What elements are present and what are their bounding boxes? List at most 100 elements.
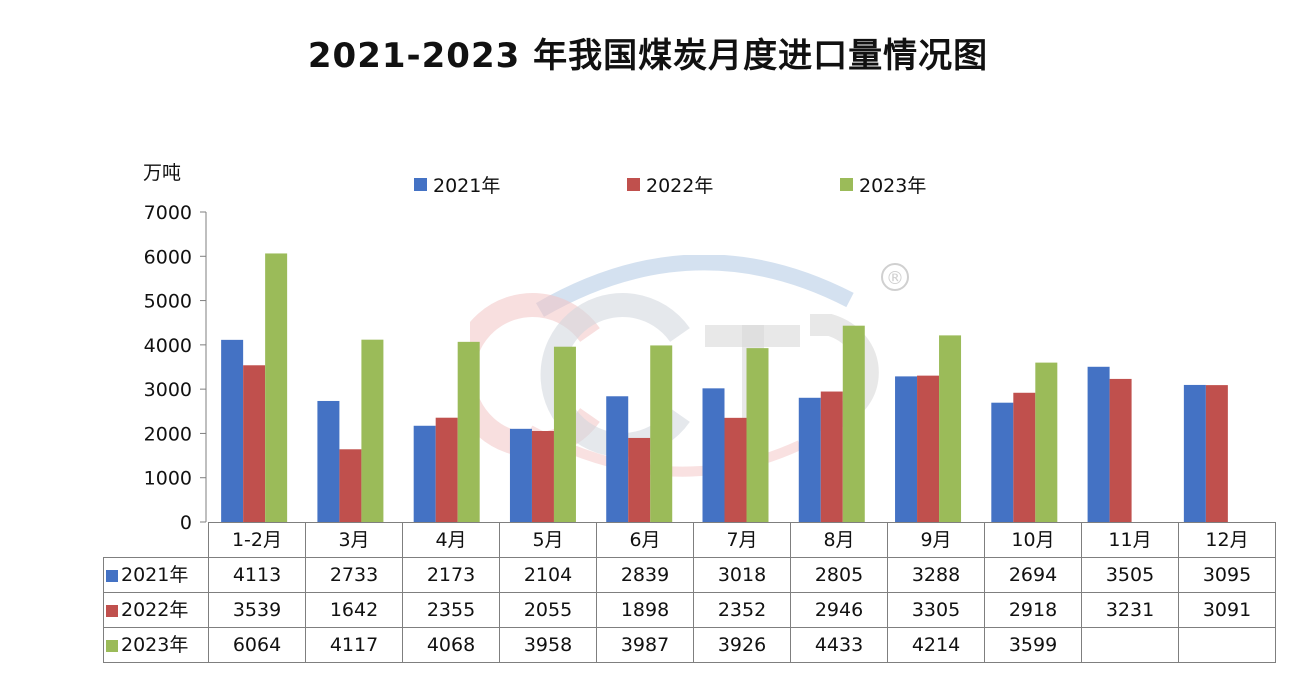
table-series-name-2023: 2023年 xyxy=(121,634,189,656)
category-label: 1-2月 xyxy=(208,522,306,558)
bar-2023年-10月 xyxy=(1035,362,1058,522)
y-tick-label: 4000 xyxy=(144,335,192,357)
y-tick-label: 3000 xyxy=(144,379,192,401)
data-table-cell: 3231 xyxy=(1081,592,1179,628)
bar-2022年-6月 xyxy=(628,437,651,522)
data-table-cell: 2805 xyxy=(790,557,888,593)
bar-2023年-4月 xyxy=(457,341,480,522)
bar-2023年-1-2月 xyxy=(265,253,288,523)
data-table-cell: 3539 xyxy=(208,592,306,628)
data-table-cell: 4214 xyxy=(887,627,985,663)
bar-2021年-7月 xyxy=(702,388,725,522)
data-table-row-2022: 2022年 3539 1642 2355 2055 1898 2352 2946 3305 29… xyxy=(103,592,1276,628)
legend-item-2021: 2021年 xyxy=(414,171,500,198)
bar-2021年-3月 xyxy=(317,400,340,522)
bar-2021年-4月 xyxy=(413,425,436,522)
bar-2022年-12月 xyxy=(1205,385,1228,522)
bar-2022年-4月 xyxy=(435,417,458,522)
category-label: 11月 xyxy=(1081,522,1179,558)
category-label: 6月 xyxy=(596,522,694,558)
bar-2021年-12月 xyxy=(1183,384,1206,522)
data-table-cell: 2918 xyxy=(984,592,1082,628)
category-label: 4月 xyxy=(402,522,500,558)
data-table-cell: 4117 xyxy=(305,627,403,663)
data-table-row-2021: 2021年 4113 2733 2173 2104 2839 3018 2805 3288 26… xyxy=(103,557,1276,593)
data-table-cell: 2839 xyxy=(596,557,694,593)
table-series-name-2021: 2021年 xyxy=(121,564,189,586)
y-axis-unit-label: 万吨 xyxy=(143,162,182,184)
category-label: 10月 xyxy=(984,522,1082,558)
bar-2021年-10月 xyxy=(991,402,1014,522)
legend-swatch-2021 xyxy=(414,178,427,191)
data-table-cell: 3095 xyxy=(1178,557,1276,593)
y-tick-label: 1000 xyxy=(144,468,192,490)
data-table-row-label-2021: 2021年 xyxy=(103,557,209,593)
legend-label-2021: 2021年 xyxy=(433,175,501,197)
data-table-cell: 4433 xyxy=(790,627,888,663)
y-tick-label: 5000 xyxy=(144,291,192,313)
data-table-cell: 3288 xyxy=(887,557,985,593)
legend-swatch-2022 xyxy=(627,178,640,191)
y-tick-label: 2000 xyxy=(144,423,192,445)
data-table-cell: 3018 xyxy=(693,557,791,593)
bar-2022年-9月 xyxy=(917,375,940,522)
data-table: 1-2月 3月 4月 5月 6月 7月 8月 9月 10月 11月 12月 2021年 4113 27… xyxy=(103,522,1276,663)
category-label: 3月 xyxy=(305,522,403,558)
y-tick-label: 6000 xyxy=(144,246,192,268)
data-table-cell: 2355 xyxy=(402,592,500,628)
data-table-row-label-2023: 2023年 xyxy=(103,627,209,663)
legend-item-2023: 2023年 xyxy=(840,171,926,198)
bar-2022年-11月 xyxy=(1109,378,1132,522)
data-table-cell: 1642 xyxy=(305,592,403,628)
data-table-cell: 2946 xyxy=(790,592,888,628)
bar-2022年-10月 xyxy=(1013,392,1036,522)
bar-2023年-7月 xyxy=(746,348,769,522)
data-table-cell xyxy=(1081,627,1179,663)
bar-2021年-1-2月 xyxy=(221,339,244,522)
data-table-corner xyxy=(103,522,209,558)
legend-label-2023: 2023年 xyxy=(859,175,927,197)
data-table-cell: 4113 xyxy=(208,557,306,593)
category-label: 9月 xyxy=(887,522,985,558)
bar-2021年-5月 xyxy=(509,428,532,522)
table-swatch-2022 xyxy=(106,605,118,617)
bar-2023年-3月 xyxy=(361,339,384,522)
legend-label-2022: 2022年 xyxy=(646,175,714,197)
table-swatch-2023 xyxy=(106,640,118,652)
bar-2021年-8月 xyxy=(798,397,821,522)
bar-2021年-6月 xyxy=(606,396,629,522)
bar-2022年-7月 xyxy=(724,417,747,522)
data-table-cell: 4068 xyxy=(402,627,500,663)
legend-swatch-2023 xyxy=(840,178,853,191)
data-table-cell: 2055 xyxy=(499,592,597,628)
bar-2023年-6月 xyxy=(650,345,673,522)
data-table-header-row: 1-2月 3月 4月 5月 6月 7月 8月 9月 10月 11月 12月 xyxy=(103,522,1276,558)
bar-2023年-8月 xyxy=(842,325,865,522)
bar-2023年-9月 xyxy=(939,335,962,522)
bar-2023年-5月 xyxy=(553,346,576,522)
bar-2022年-8月 xyxy=(820,391,843,522)
data-table-cell: 3505 xyxy=(1081,557,1179,593)
data-table-cell: 2173 xyxy=(402,557,500,593)
bar-2021年-11月 xyxy=(1087,366,1110,522)
bar-2022年-1-2月 xyxy=(243,365,266,522)
legend-item-2022: 2022年 xyxy=(627,171,713,198)
data-table-cell: 3599 xyxy=(984,627,1082,663)
category-label: 7月 xyxy=(693,522,791,558)
y-tick-label: 7000 xyxy=(144,202,192,224)
table-series-name-2022: 2022年 xyxy=(121,599,189,621)
table-swatch-2021 xyxy=(106,570,118,582)
data-table-cell: 3305 xyxy=(887,592,985,628)
data-table-cell: 2694 xyxy=(984,557,1082,593)
data-table-cell: 2733 xyxy=(305,557,403,593)
bar-2022年-5月 xyxy=(531,430,554,522)
data-table-cell: 1898 xyxy=(596,592,694,628)
legend: 2021年 2022年 2023年 xyxy=(0,171,1296,198)
data-table-row-2023: 2023年 6064 4117 4068 3958 3987 3926 4433 4214 35… xyxy=(103,627,1276,663)
data-table-cell xyxy=(1178,627,1276,663)
data-table-cell: 2104 xyxy=(499,557,597,593)
data-table-row-label-2022: 2022年 xyxy=(103,592,209,628)
data-table-cell: 2352 xyxy=(693,592,791,628)
category-label: 12月 xyxy=(1178,522,1276,558)
